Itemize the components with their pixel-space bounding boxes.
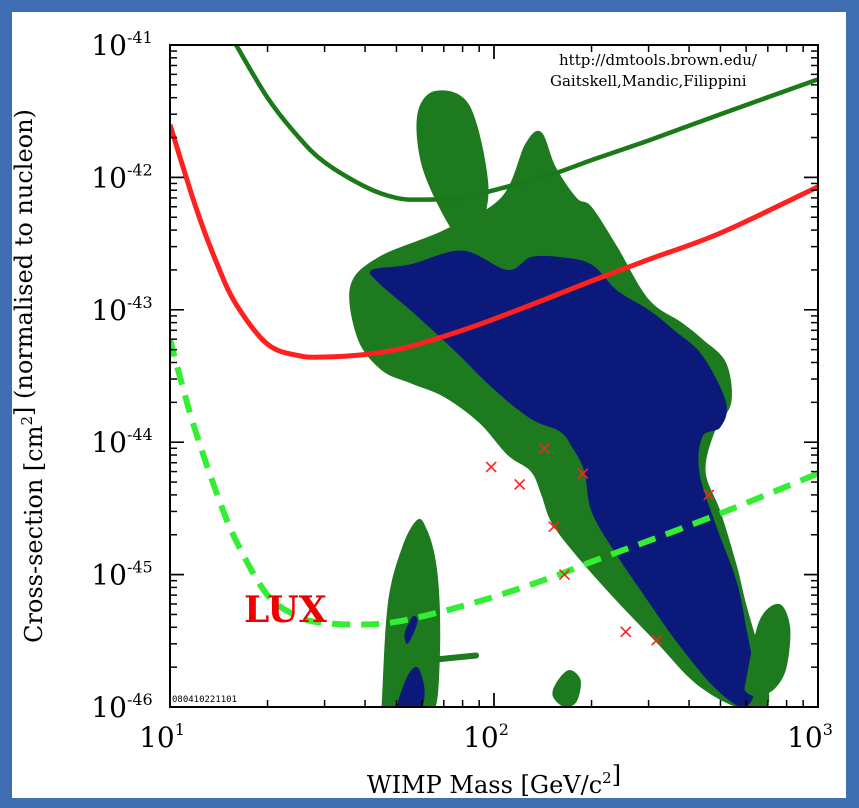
- x-axis-label: WIMP Mass [GeV/c2]: [367, 761, 621, 798]
- lux-label: LUX: [244, 589, 327, 631]
- model-point: [558, 569, 571, 581]
- x-tick-label: 103: [787, 720, 833, 754]
- credit-line-1: http://dmtools.brown.edu/: [559, 51, 758, 69]
- y-axis-label: Cross-section [cm2] (normalised to nucle…: [12, 109, 48, 643]
- y-tick-label: 10-46: [91, 690, 152, 724]
- region-7: [744, 603, 791, 697]
- chart-svg: 101 102 10310-4110-4210-4310-4410-4510-46 …: [12, 28, 833, 798]
- model-point: [538, 442, 550, 454]
- region-6: [404, 615, 418, 644]
- credit-line-2: Gaitskell,Mandic,Filippini: [550, 72, 747, 90]
- model-point: [514, 478, 526, 490]
- region-4: [381, 518, 441, 707]
- y-tick-label: 10-43: [91, 293, 152, 327]
- limit-curves: [170, 45, 818, 628]
- axis-ticks: [169, 44, 819, 708]
- y-tick-label: 10-44: [91, 425, 152, 459]
- y-tick-label: 10-45: [91, 558, 152, 592]
- model-point: [485, 461, 497, 473]
- green-limit-curve: [234, 45, 818, 202]
- model-point: [620, 626, 632, 638]
- lux-dashed-curve: [170, 338, 818, 628]
- y-tick-label: 10-42: [91, 160, 152, 194]
- x-tick-label: 102: [463, 720, 509, 754]
- model-point: [703, 489, 715, 501]
- model-point: [577, 467, 589, 480]
- x-tick-label: 101: [139, 720, 185, 754]
- chart-panel: 101 102 103 10-41 10-42 10-43 10-44 10-45 10-46 …: [12, 12, 846, 798]
- region-1: [416, 90, 489, 239]
- model-points: [485, 442, 715, 646]
- region-8: [552, 670, 581, 707]
- y-tick-label: 10-41: [91, 28, 152, 62]
- region-3: [369, 250, 756, 707]
- red-limit-curve: [170, 123, 818, 360]
- model-point: [548, 521, 560, 533]
- model-point: [651, 634, 663, 646]
- region-5: [396, 666, 425, 707]
- axis-tick-labels: 101 102 103 10-41 10-42 10-43 10-44 10-45 10-46: [91, 28, 833, 754]
- allowed-regions: [349, 90, 791, 707]
- chart-stamp: 080410221101: [172, 695, 237, 705]
- region-stroke-1: [436, 652, 480, 663]
